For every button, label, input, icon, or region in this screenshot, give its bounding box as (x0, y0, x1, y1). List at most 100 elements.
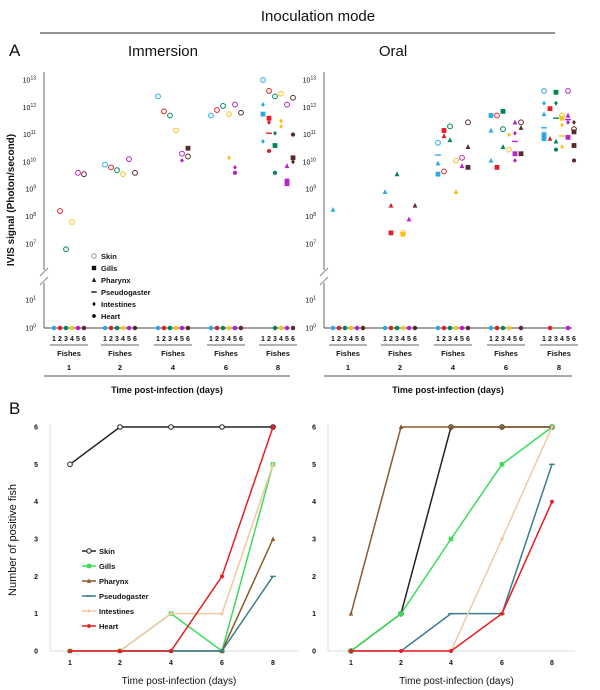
scatter-oral-baseline-point (412, 325, 418, 331)
scatter-oral-axis-break-1 (319, 267, 329, 277)
legend-b-label-pharynx: Pharynx (99, 577, 129, 586)
line-immersion-x-axis-title: Time post-infection (days) (122, 676, 237, 687)
scatter-oral-point-pharynx (435, 160, 441, 166)
scatter-immersion-baseline-point (185, 325, 191, 331)
line-oral-series-pharynx (350, 426, 552, 614)
line-immersion-point-skin (168, 424, 174, 430)
scatter-immersion-baseline-point (232, 325, 238, 331)
scatter-oral-point-pharynx (459, 163, 465, 169)
legend-a-symbol-gills (91, 265, 97, 271)
legend-b-symbol-pseudogaster (86, 595, 92, 597)
scatter-immersion-point-skin (185, 153, 191, 160)
scatter-immersion-fish-tick-label: 5 (76, 336, 80, 343)
scatter-immersion-point-skin (278, 90, 284, 97)
line-immersion-point-heart (68, 649, 72, 653)
scatter-oral-point-skin (518, 119, 524, 126)
scatter-immersion-baseline-point (69, 325, 75, 331)
scatter-immersion-point-intestines (279, 118, 283, 124)
scatter-immersion-point-heart (272, 170, 278, 175)
scatter-immersion-point-gills (284, 181, 290, 187)
column-title-immersion: Immersion (128, 43, 198, 60)
scatter-oral-point-pharynx (541, 111, 547, 117)
scatter-oral-point-gills (571, 129, 577, 135)
line-immersion-point-skin (219, 424, 225, 430)
scatter-immersion-point-gills (284, 178, 290, 184)
scatter-immersion-point-skin (75, 169, 81, 176)
scatter-immersion-fish-tick-label: 4 (174, 336, 178, 343)
line-immersion-ytick-label: 2 (34, 574, 38, 581)
scatter-immersion-point-intestines (180, 158, 184, 163)
scatter-oral-point-intestines (572, 119, 576, 125)
line-immersion-ytick-label: 3 (34, 537, 38, 544)
scatter-oral-ytick-label: 101 (305, 296, 316, 305)
scatter-immersion-point-skin (161, 108, 167, 115)
scatter-oral-fish-tick-label: 5 (407, 336, 411, 343)
line-immersion-ytick-label: 1 (34, 611, 38, 618)
scatter-immersion-point-gills (266, 115, 272, 121)
line-oral-point-pseudogaster (448, 612, 454, 615)
scatter-oral-fish-tick-label: 2 (548, 336, 552, 343)
legend-b-symbol-intestines (87, 608, 91, 614)
scatter-oral-point-gills (559, 115, 565, 121)
scatter-oral-point-gills (400, 231, 406, 237)
scatter-oral-baseline-point (494, 325, 500, 331)
scatter-immersion-day-label: 8 (276, 363, 280, 372)
legend-a-label-heart: Heart (101, 312, 121, 321)
line-immersion-ytick-label: 5 (34, 462, 38, 469)
line-oral-point-gills (398, 611, 404, 616)
scatter-oral-point-pharynx (553, 138, 559, 144)
scatter-oral-fish-tick-label: 4 (507, 336, 511, 343)
scatter-immersion-fishes-label: Fishes (214, 349, 238, 358)
scatter-oral-point-intestines (542, 100, 546, 106)
scatter-oral-point-skin (541, 88, 547, 94)
scatter-oral-fish-tick-label: 3 (395, 336, 399, 343)
scatter-oral-baseline-point (441, 325, 447, 331)
scatter-immersion-fishes-label: Fishes (108, 349, 132, 358)
scatter-oral-fish-tick-label: 5 (355, 336, 359, 343)
scatter-immersion-baseline-point (51, 325, 57, 331)
figure-header: Inoculation mode (261, 8, 375, 25)
scatter-immersion-point-intestines (273, 130, 277, 136)
legend-a-symbol-intestines (92, 301, 96, 307)
legend-b-symbol-gills (86, 563, 92, 569)
scatter-immersion-point-gills (272, 143, 278, 148)
scatter-oral-baseline-point (382, 325, 388, 331)
scatter-immersion-fish-tick-label: 2 (109, 336, 113, 343)
scatter-immersion-point-skin (179, 150, 185, 157)
panel-a-label: A (9, 41, 21, 60)
scatter-immersion-point-heart (232, 170, 238, 175)
scatter-immersion-baseline-point (284, 325, 290, 331)
panel-b-label: B (9, 399, 20, 418)
scatter-immersion-axis-break-1 (39, 267, 49, 277)
scatter-oral-baseline-point (518, 325, 524, 331)
scatter-immersion-day-label: 4 (171, 363, 176, 372)
scatter-immersion-ytick-label: 100 (25, 324, 36, 333)
scatter-immersion-day-label: 6 (224, 363, 228, 372)
scatter-oral-fish-tick-label: 1 (436, 336, 440, 343)
legend-b-label-heart: Heart (99, 622, 119, 631)
scatter-oral-baseline-point (565, 325, 571, 331)
scatter-immersion-baseline-point (290, 325, 296, 331)
scatter-immersion-fishes-label: Fishes (266, 349, 290, 358)
scatter-oral-baseline-point (406, 325, 412, 331)
line-immersion-series-heart (70, 426, 274, 652)
scatter-oral-baseline-point (342, 325, 348, 331)
line-immersion-ytick-label: 4 (34, 499, 38, 506)
scatter-oral-point-pharynx (488, 127, 494, 133)
scatter-oral-point-gills (547, 106, 553, 112)
line-oral-point-heart (399, 649, 403, 653)
scatter-immersion-point-skin (284, 101, 290, 108)
legend-b-label-gills: Gills (99, 562, 115, 571)
scatter-immersion-fish-tick-label: 2 (58, 336, 62, 343)
scatter-immersion-ytick-label: 101 (25, 296, 36, 305)
line-oral-xtick-label: 8 (550, 660, 554, 667)
scatter-oral-fish-tick-label: 1 (383, 336, 387, 343)
line-oral-point-intestines (500, 536, 504, 542)
scatter-immersion-fish-tick-label: 5 (127, 336, 131, 343)
scatter-oral-baseline-point (360, 325, 366, 331)
scatter-oral-day-label: 8 (557, 363, 561, 372)
scatter-oral-point-gills (465, 164, 471, 170)
legend-a-label-pseudogaster: Pseudogaster (101, 288, 151, 297)
scatter-oral-baseline-point (348, 325, 354, 331)
scatter-immersion-baseline-point (63, 325, 69, 331)
